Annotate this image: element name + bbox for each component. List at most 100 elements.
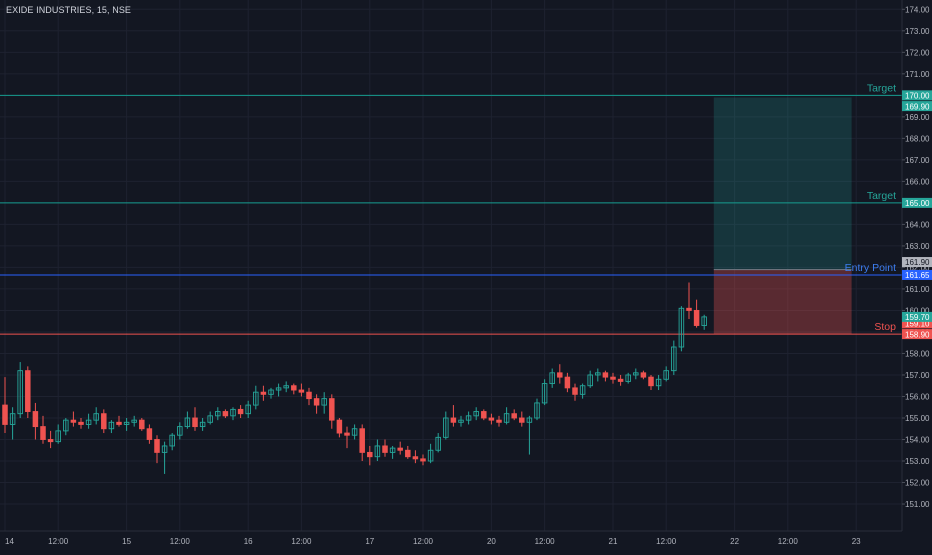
- price-tick-label: 164.00: [905, 220, 930, 229]
- candle-body: [70, 419, 77, 423]
- price-badge-text: 159.70: [905, 313, 930, 322]
- candle-body: [427, 449, 434, 462]
- price-badge-text: 158.90: [905, 330, 930, 339]
- price-tick-label: 173.00: [905, 27, 930, 36]
- price-tick-label: 169.00: [905, 113, 930, 122]
- candle-body: [184, 417, 191, 428]
- level-label: Stop: [874, 321, 896, 333]
- price-tick-label: 162.00: [905, 263, 930, 272]
- price-badge-text: 165.00: [905, 199, 930, 208]
- candle-body: [146, 428, 153, 440]
- candle-body: [108, 421, 115, 430]
- candle-body: [85, 419, 92, 425]
- candle-body: [671, 346, 677, 372]
- candle-body: [496, 419, 502, 423]
- time-tick-label: 23: [852, 537, 861, 546]
- candle-body: [63, 419, 69, 432]
- candle-body: [131, 419, 137, 423]
- level-label: Target: [867, 82, 896, 94]
- price-tick-label: 171.00: [905, 70, 930, 79]
- time-tick-label: 12:00: [535, 537, 556, 546]
- candle-body: [207, 415, 213, 423]
- candle-body: [625, 374, 631, 382]
- time-tick-label: 14: [5, 537, 14, 546]
- candle-body: [237, 408, 244, 415]
- candle-body: [260, 391, 267, 395]
- candle-body: [192, 417, 198, 428]
- candle-body: [291, 385, 297, 391]
- candle-body: [701, 316, 707, 326]
- candle-body: [25, 370, 31, 412]
- candle-body: [154, 439, 160, 453]
- price-badge-text: 161.90: [905, 258, 930, 267]
- price-tick-label: 158.00: [905, 349, 930, 358]
- candle-body: [564, 376, 571, 389]
- candle-body: [572, 387, 578, 395]
- candle-body: [329, 398, 335, 421]
- candle-body: [275, 387, 282, 391]
- candle-body: [534, 402, 540, 419]
- candle-body: [2, 404, 8, 425]
- level-label: Target: [867, 190, 896, 202]
- candle-body: [648, 376, 654, 387]
- candle-body: [465, 415, 472, 421]
- price-badge-box: [902, 269, 932, 280]
- candle-body: [678, 307, 685, 348]
- candle-body: [9, 413, 16, 425]
- candle-body: [488, 417, 495, 421]
- candle-body: [32, 411, 39, 428]
- candle-body: [693, 309, 700, 326]
- candle-body: [420, 458, 426, 462]
- price-tick-label: 163.00: [905, 242, 930, 251]
- candle-body: [177, 426, 183, 436]
- price-tick-label: 157.00: [905, 371, 930, 380]
- price-badge-box: [902, 90, 932, 101]
- candle-body: [359, 428, 365, 453]
- candle-body: [481, 411, 487, 419]
- price-badge-box: [902, 318, 932, 329]
- candle-body: [633, 372, 639, 376]
- price-badge-box: [902, 257, 932, 268]
- candle-body: [663, 370, 669, 380]
- price-badge-text: 161.65: [905, 271, 930, 280]
- price-badge-box: [902, 329, 932, 340]
- candle-body: [47, 439, 54, 443]
- price-tick-label: 160.00: [905, 306, 930, 315]
- symbol-title: EXIDE INDUSTRIES, 15, NSE: [6, 5, 132, 15]
- time-tick-label: 20: [487, 537, 496, 546]
- candle-body: [245, 404, 251, 415]
- price-tick-label: 174.00: [905, 5, 930, 14]
- price-badge: 159.70: [902, 311, 932, 322]
- candle-body: [519, 417, 525, 423]
- candle-body: [397, 447, 403, 451]
- candle-body: [655, 378, 662, 387]
- candle-body: [253, 391, 259, 406]
- candle-body: [161, 445, 168, 453]
- candle-body: [587, 374, 593, 387]
- time-tick-label: 15: [122, 537, 131, 546]
- loss-zone: [713, 269, 852, 335]
- price-badge: 159.10: [902, 318, 932, 329]
- price-tick-label: 172.00: [905, 48, 930, 57]
- price-tick-label: 168.00: [905, 134, 930, 143]
- candle-body: [557, 372, 563, 378]
- time-tick-label: 12:00: [170, 537, 191, 546]
- candle-body: [595, 372, 601, 376]
- time-tick-label: 22: [730, 537, 739, 546]
- price-tick-label: 151.00: [905, 500, 930, 509]
- candle-body: [473, 411, 479, 417]
- candle-body: [101, 413, 107, 430]
- candle-body: [405, 449, 411, 458]
- price-badge-box: [902, 197, 932, 208]
- candle-body: [230, 408, 236, 417]
- candle-body: [526, 417, 533, 423]
- candle-body: [298, 389, 305, 393]
- candle-body: [283, 385, 289, 389]
- candle-body: [123, 421, 130, 425]
- time-tick-label: 21: [609, 537, 618, 546]
- price-tick-label: 152.00: [905, 479, 930, 488]
- price-tick-label: 153.00: [905, 457, 930, 466]
